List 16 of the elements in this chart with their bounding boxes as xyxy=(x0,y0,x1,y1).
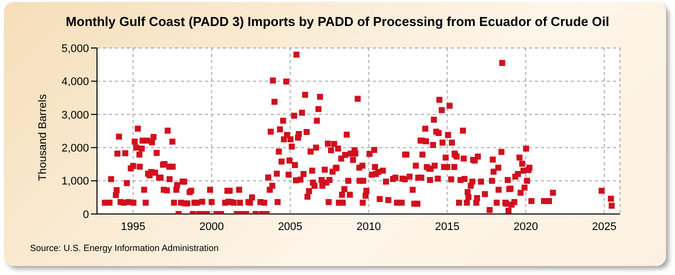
y-tick-label: 0 xyxy=(82,208,89,221)
x-tick-label: 2015 xyxy=(434,220,460,233)
y-tick-label: 3,000 xyxy=(61,109,89,122)
x-tick-label: 2000 xyxy=(199,220,224,233)
y-axis-title: Thousand Barrels xyxy=(36,94,49,181)
y-tick-label: 5,000 xyxy=(61,42,89,55)
chart-title: Monthly Gulf Coast (PADD 3) Imports by PADD of Processing from Ecuador of Crude Oil xyxy=(64,14,610,29)
source-note: Source: U.S. Energy Information Administration xyxy=(30,243,219,253)
y-tick-label: 2,000 xyxy=(61,142,89,155)
y-tick-label: 1,000 xyxy=(61,176,89,188)
x-tick-label: 2025 xyxy=(592,220,617,233)
x-tick-label: 2005 xyxy=(278,220,302,233)
x-tick-label: 2010 xyxy=(356,220,381,233)
x-tick-label: 1995 xyxy=(120,220,146,233)
x-tick-label: 2020 xyxy=(514,220,538,233)
y-tick-label: 4,000 xyxy=(61,76,89,88)
